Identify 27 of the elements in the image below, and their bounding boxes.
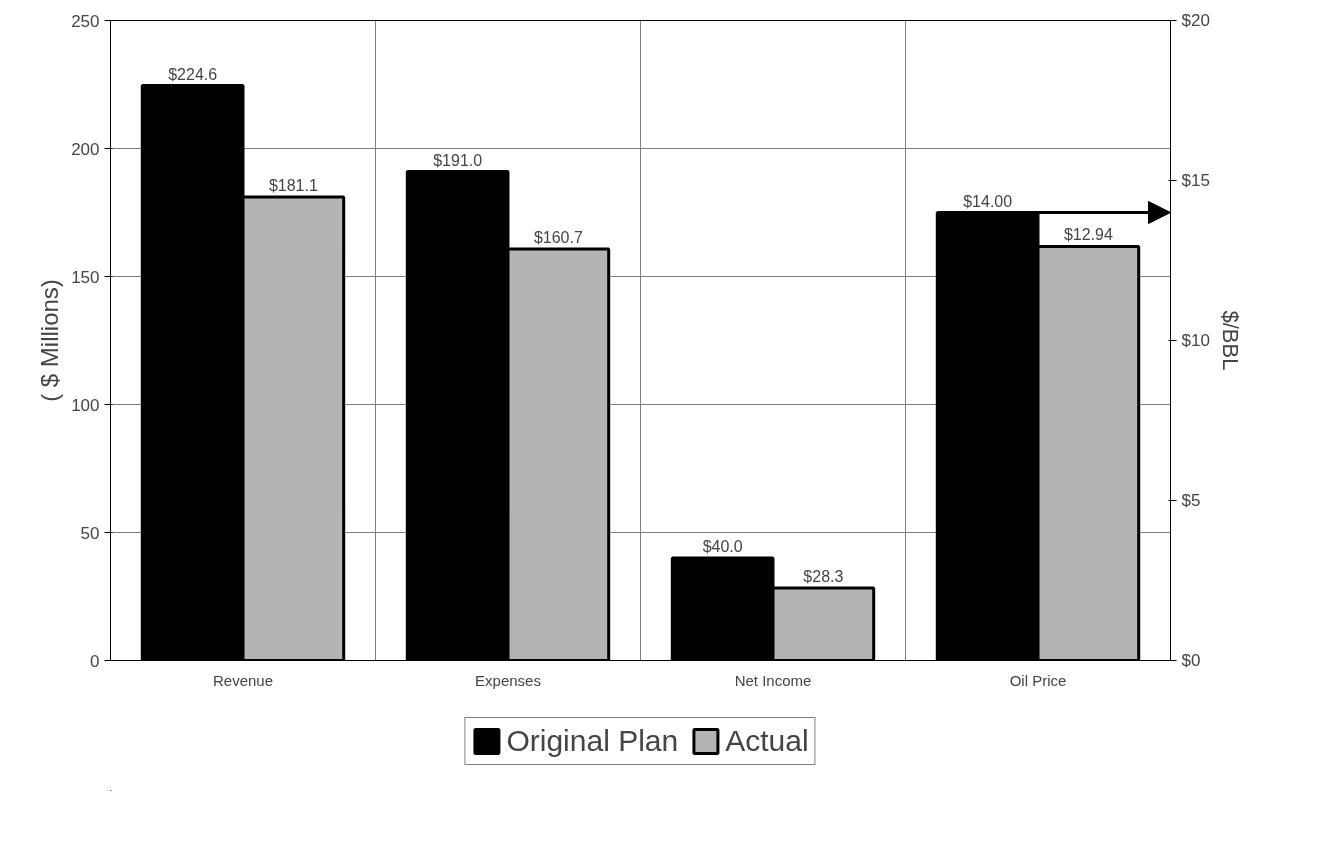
data-label: $12.94: [1063, 226, 1113, 244]
data-label: $191.0: [433, 151, 483, 169]
y2-tick-label: $5: [1181, 491, 1201, 510]
data-label: $28.3: [803, 568, 844, 586]
y-axis-title: ( $ Millions): [36, 279, 64, 402]
y2-tick-label: $0: [1181, 651, 1201, 670]
x-tick-label: Expenses: [475, 671, 541, 689]
y-tick-label: 100: [71, 395, 100, 415]
data-label: $181.1: [268, 176, 318, 194]
y-tick-label: 50: [80, 523, 100, 543]
data-label: $224.6: [168, 65, 218, 83]
y-tick-label: 0: [90, 651, 100, 671]
legend-label: Original Plan: [506, 724, 679, 758]
y2-axis-title: $/BBL: [1217, 310, 1243, 371]
x-tick-label: Net Income: [734, 671, 812, 689]
data-label: $14.00: [963, 192, 1013, 210]
x-tick-label: Oil Price: [1009, 671, 1067, 689]
legend-label: Actual: [725, 724, 809, 758]
y-tick-label: 200: [71, 139, 100, 159]
data-label: $160.7: [533, 229, 583, 247]
data-label: $40.0: [702, 538, 743, 556]
x-tick-label: Revenue: [212, 671, 274, 689]
y-tick-label: 150: [71, 267, 100, 287]
y2-tick-label: $10: [1181, 331, 1210, 350]
y-tick-label: 250: [71, 11, 100, 31]
y2-tick-label: $15: [1181, 171, 1210, 190]
y2-tick-label: $20: [1181, 11, 1210, 30]
